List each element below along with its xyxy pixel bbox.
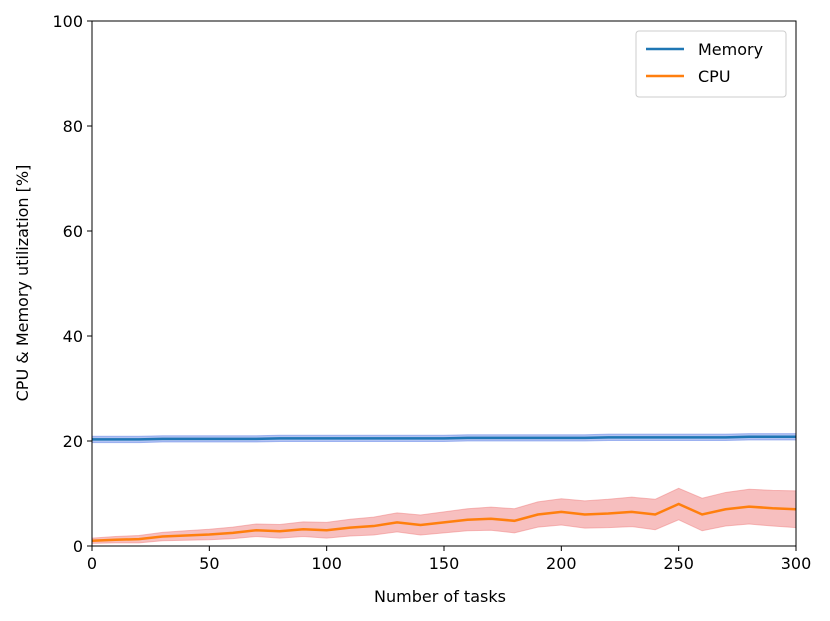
data-line — [92, 435, 796, 441]
x-tick-label: 200 — [546, 554, 577, 573]
data-line — [91, 502, 797, 542]
legend-label: Memory — [698, 40, 763, 59]
x-axis-label: Number of tasks — [374, 587, 506, 606]
x-tick-label: 50 — [199, 554, 219, 573]
y-tick-label: 60 — [63, 222, 83, 241]
x-tick-label: 100 — [311, 554, 342, 573]
x-tick-label: 250 — [663, 554, 694, 573]
y-tick-label: 100 — [52, 12, 83, 31]
y-tick-label: 80 — [63, 117, 83, 136]
y-tick-label: 0 — [73, 537, 83, 556]
x-tick-label: 300 — [781, 554, 812, 573]
plot-frame — [91, 20, 797, 547]
x-tick-label: 0 — [87, 554, 97, 573]
y-tick-label: 40 — [63, 327, 83, 346]
x-tick-label: 150 — [429, 554, 460, 573]
y-axis-label: CPU & Memory utilization [%] — [13, 165, 32, 402]
y-tick-label: 20 — [63, 432, 83, 451]
legend-label: CPU — [698, 67, 731, 86]
legend-box — [635, 30, 787, 98]
